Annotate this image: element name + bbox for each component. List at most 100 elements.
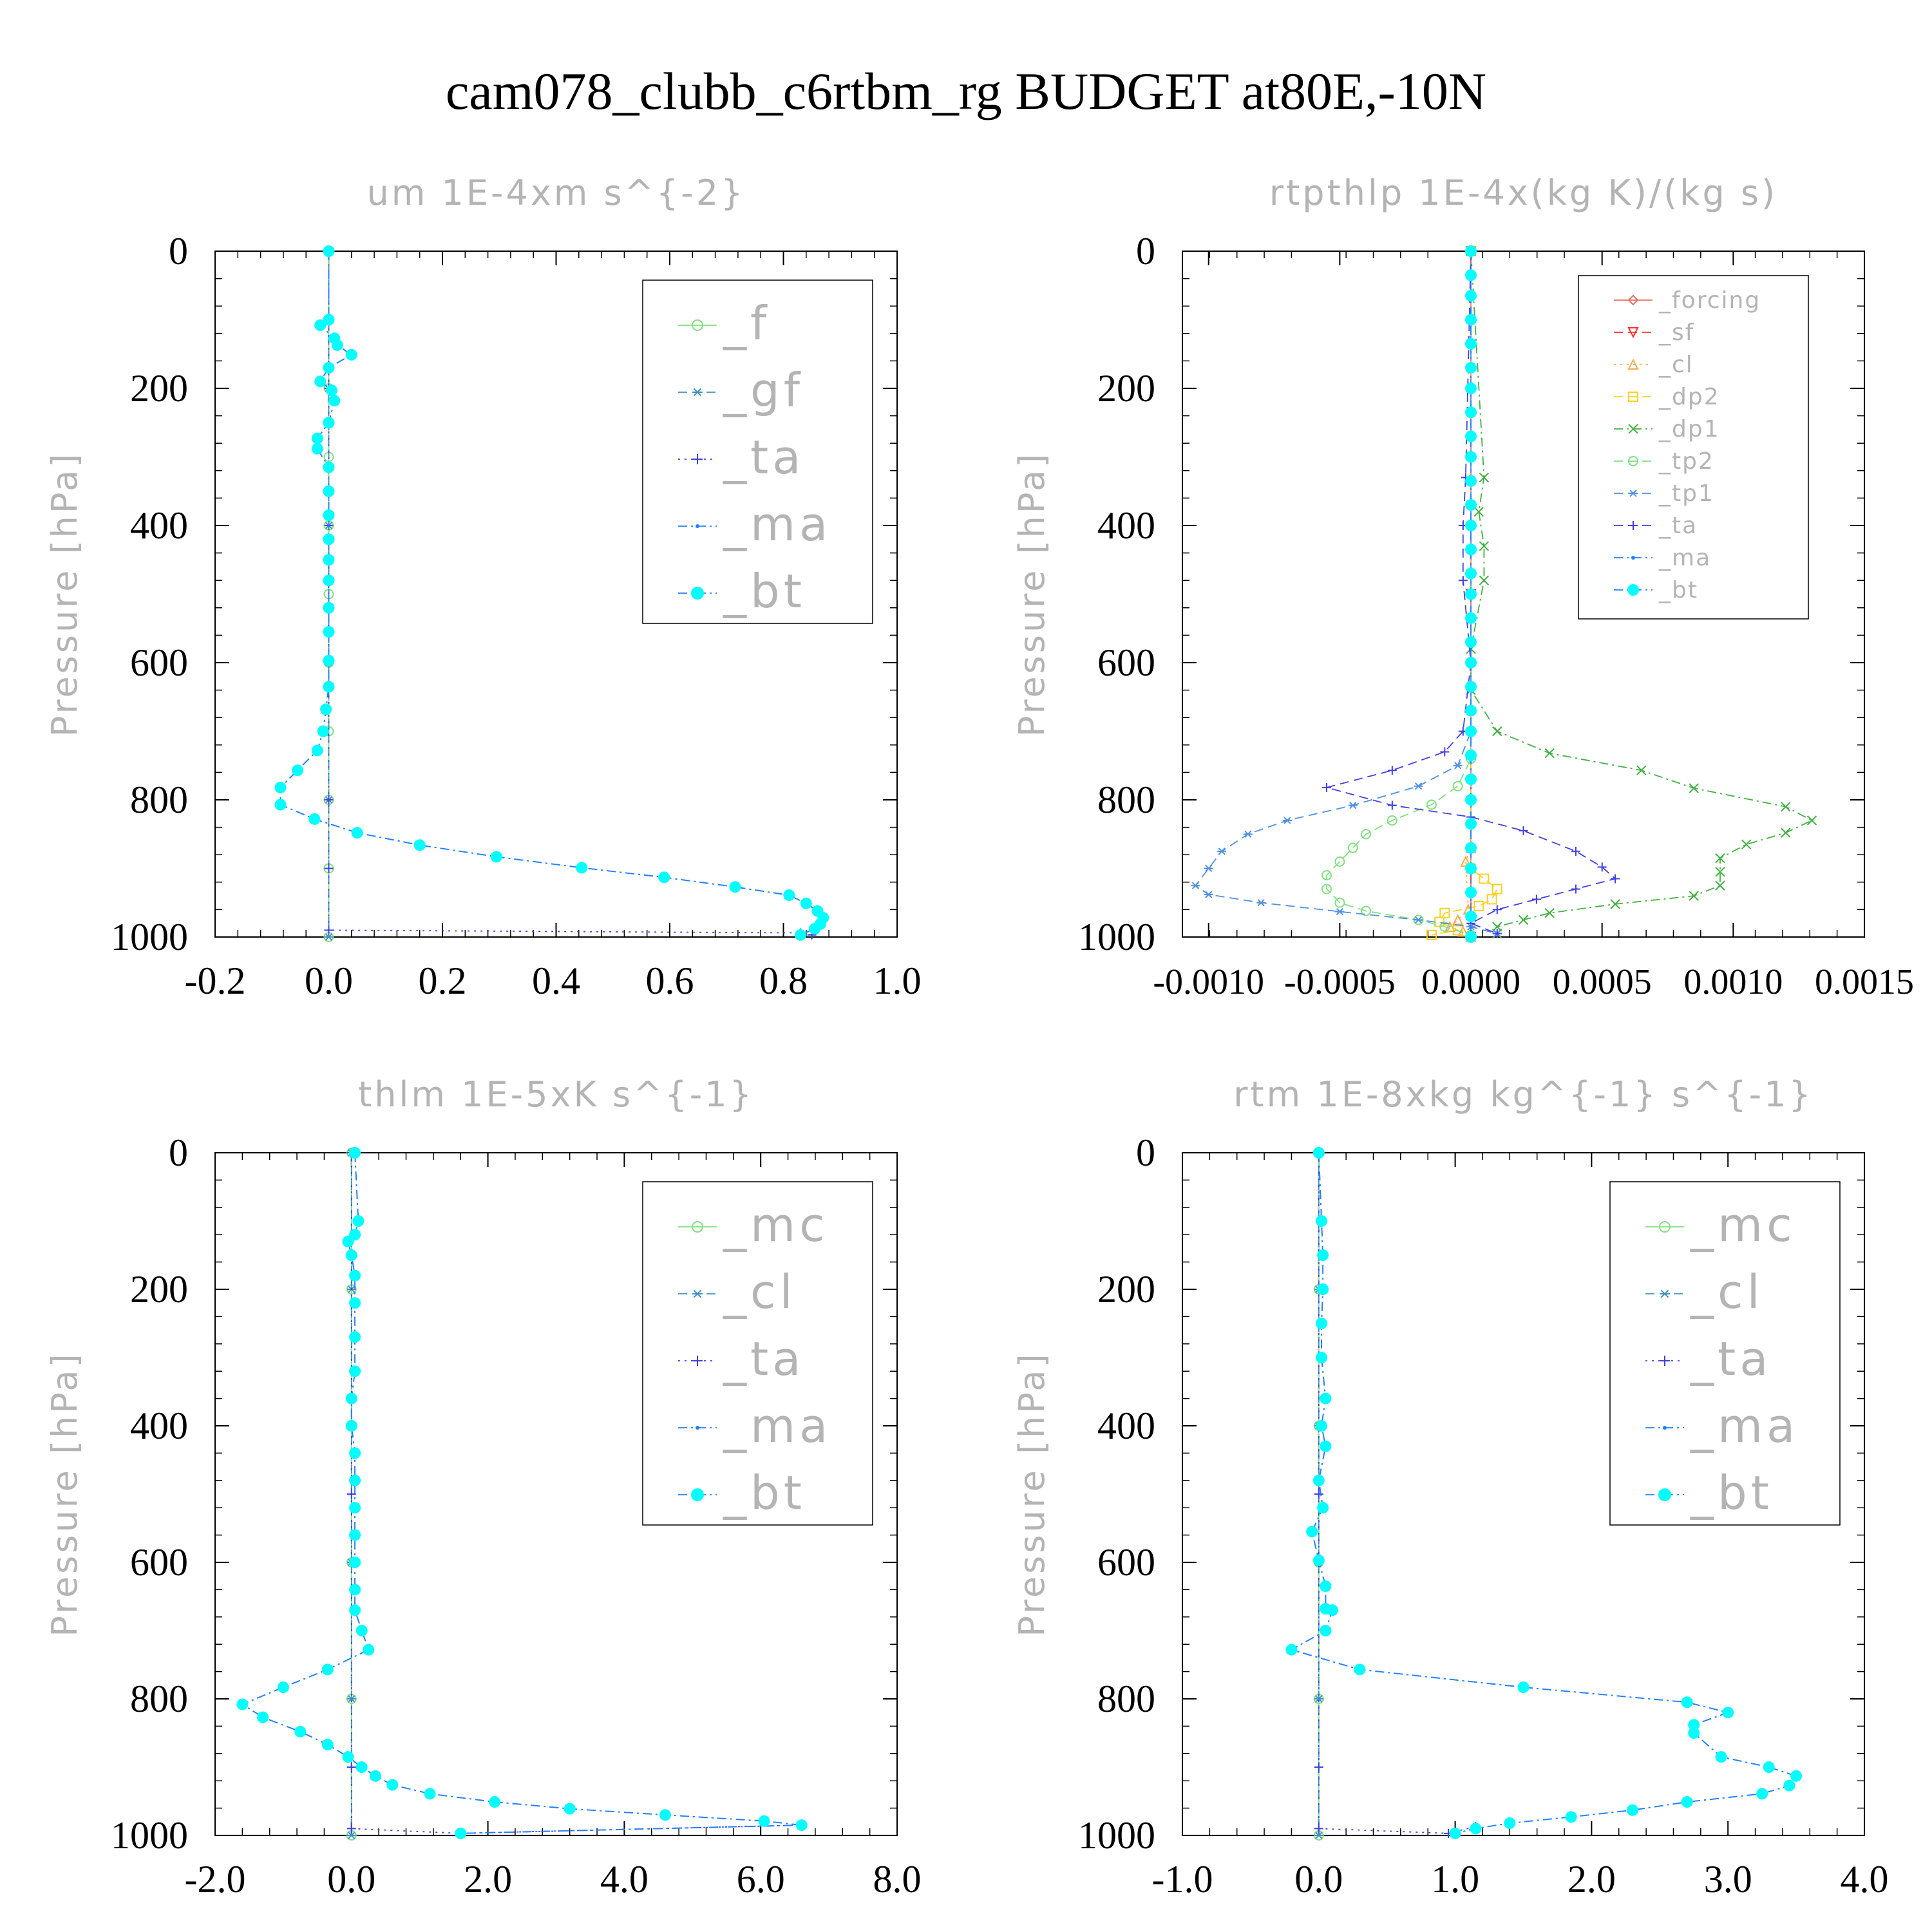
legend-label: _ma [1690, 1399, 1799, 1453]
series-line [1470, 251, 1814, 934]
plot-frame [1182, 251, 1865, 938]
bt-point [236, 1698, 249, 1710]
x-point [1492, 726, 1502, 737]
bt-point [323, 362, 335, 374]
bt-point [349, 1365, 361, 1378]
x-point [1781, 828, 1791, 838]
circle-point [1361, 905, 1372, 916]
bt-point [1465, 886, 1477, 898]
y-tick-label: 800 [1097, 779, 1155, 821]
bt-point [1312, 1554, 1325, 1566]
bt-point [349, 1147, 361, 1159]
bt-point [345, 348, 357, 361]
square-point [1426, 929, 1437, 940]
bt-point [317, 725, 329, 737]
x-point [1479, 472, 1490, 483]
panel-2: rtpthlp 1E-4x(kg K)/(kg s) Pressure [hPa]… [1012, 173, 1914, 1002]
bt-point [1465, 842, 1477, 854]
legend-entry: _gf [678, 363, 800, 417]
x-point [1628, 424, 1638, 434]
bt-point [1465, 567, 1477, 580]
y-tick-label: 600 [1097, 1541, 1155, 1584]
x-tick-label: -0.2 [185, 960, 246, 1002]
legend-entry: _ma [678, 497, 828, 551]
bt-point [1465, 911, 1477, 923]
x-point [1636, 765, 1647, 775]
star-point [1660, 1289, 1670, 1298]
legend-label: _ta [723, 1332, 804, 1386]
bt-point [323, 314, 335, 326]
bt-point [1465, 818, 1477, 830]
legend-entry: _dp1 [1614, 416, 1720, 442]
bt-point [1715, 1751, 1727, 1763]
series-line [1318, 1153, 1476, 1834]
series-dp1 [1466, 246, 1817, 939]
square-point [1486, 894, 1497, 905]
y-tick-label: 0 [169, 230, 188, 272]
star-point [1314, 1832, 1323, 1839]
bt-point [1681, 1696, 1693, 1709]
bt-point [349, 1269, 361, 1282]
y-tick-label: 200 [1097, 367, 1155, 410]
legend-label: _dp1 [1658, 416, 1720, 442]
y-tick-label: 400 [130, 504, 188, 547]
x-tick-label: 6.0 [737, 1858, 785, 1900]
bt-point [1317, 1249, 1329, 1261]
x-tick-label: 2.0 [1567, 1858, 1616, 1900]
star-point [692, 388, 703, 397]
plus-point [1597, 862, 1607, 872]
star-point [1204, 864, 1213, 873]
y-tick-label: 1000 [111, 1814, 188, 1857]
bt-point [1306, 1526, 1318, 1538]
bt-point [1465, 269, 1477, 281]
bt-point [691, 587, 704, 600]
series-line [350, 1153, 802, 1834]
bt-point [1317, 1502, 1329, 1514]
legend-label: _tp2 [1658, 448, 1714, 475]
legend-box [642, 279, 873, 624]
circle-point [692, 319, 703, 331]
plus-point [324, 864, 334, 873]
bt-point [1470, 1823, 1482, 1835]
x-point [1715, 867, 1725, 877]
bt-point [1316, 1215, 1328, 1227]
bt-point [331, 339, 343, 351]
bt-point [795, 1819, 808, 1832]
bt-point [349, 1331, 361, 1343]
y-tick-label: 400 [130, 1405, 188, 1447]
legend-label: _bt [723, 564, 806, 618]
x-tick-label: 2.0 [464, 1858, 512, 1900]
bt-point [323, 626, 335, 638]
plus-point [1387, 800, 1397, 810]
bt-point [1465, 773, 1477, 786]
plus-point [1611, 874, 1620, 884]
bt-point [342, 1235, 354, 1247]
legend-box [1609, 1181, 1841, 1526]
legend-entry: _mc [678, 1198, 825, 1252]
bt-point [349, 1502, 361, 1514]
bt-point [1312, 1147, 1325, 1159]
legend-entry: _bt [1645, 1466, 1773, 1520]
legend-label: _f [723, 296, 770, 350]
bt-point [345, 1392, 357, 1405]
bt-point [1465, 499, 1477, 511]
x-point [1473, 506, 1484, 517]
plot-frame [214, 1152, 898, 1836]
plus-point [1571, 846, 1580, 856]
bt-point [1465, 588, 1477, 600]
legend-label: _bt [1690, 1466, 1773, 1520]
legend-entry: _sf [1614, 319, 1693, 346]
star-point [1217, 848, 1227, 855]
x-tick-label: 0.0015 [1815, 962, 1914, 1002]
plus-point [324, 925, 334, 935]
plus-point [1314, 1763, 1323, 1772]
plus-point [1458, 576, 1468, 585]
bt-point [1688, 1719, 1700, 1731]
series-tp1 [1191, 247, 1502, 938]
bt-point [323, 601, 335, 614]
triangle-down-point [1627, 327, 1639, 339]
x-tick-label: 4.0 [600, 1858, 649, 1900]
legend-label: _cl [1690, 1265, 1764, 1319]
bt-point [659, 1809, 671, 1821]
bt-point [794, 929, 806, 941]
